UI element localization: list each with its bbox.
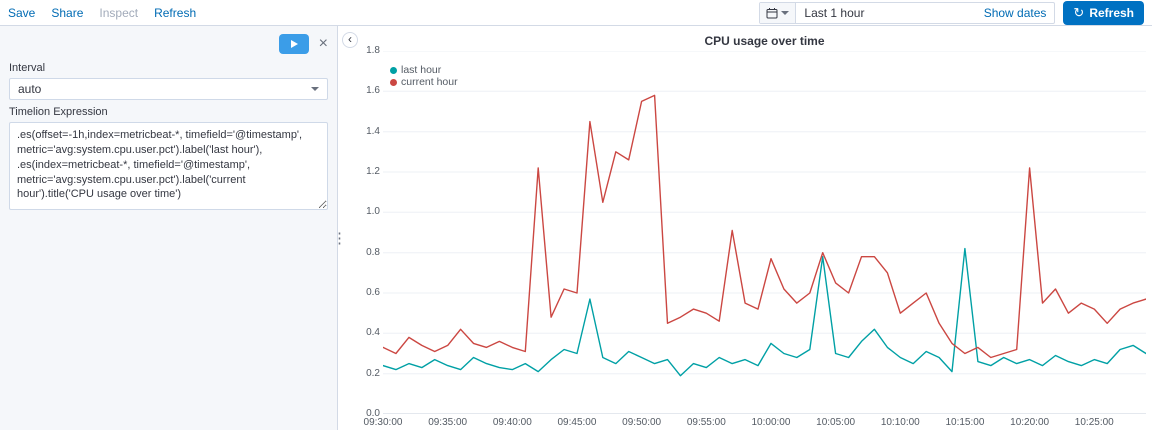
y-axis-label: 0.6 <box>366 287 380 298</box>
date-range-value[interactable]: Last 1 hour <box>804 5 865 20</box>
x-axis-label: 09:55:00 <box>686 417 726 428</box>
chart-panel: ‹ CPU usage over time last hour current h… <box>338 26 1152 430</box>
close-icon[interactable]: × <box>318 35 328 52</box>
legend-color-dot <box>390 66 397 74</box>
show-dates-button[interactable]: Show dates <box>983 5 1047 20</box>
x-axis-label: 09:35:00 <box>428 417 468 428</box>
x-axis-label: 09:40:00 <box>492 417 532 428</box>
top-toolbar: Save Share Inspect Refresh Last 1 hour S… <box>0 0 1152 26</box>
y-axis: 0.0 0.2 0.4 0.6 0.8 1.0 1.2 1.4 1.6 1.8 <box>338 26 1152 430</box>
panel-resize-handle[interactable]: ⋮ <box>332 230 347 247</box>
workspace: × Interval auto Timelion Expression .es(… <box>0 26 1152 430</box>
x-axis: 09:30:00 09:35:00 09:40:00 09:45:00 09:50:00… <box>338 26 1152 430</box>
super-date-picker[interactable]: Last 1 hour Show dates <box>759 1 1056 24</box>
x-axis-label: 09:30:00 <box>363 417 403 428</box>
refresh-button[interactable]: ↻ Refresh <box>1063 0 1144 25</box>
timelion-expression-input[interactable]: .es(offset=-1h,index=metricbeat-*, timef… <box>9 122 328 210</box>
interval-value: auto <box>18 82 42 96</box>
y-axis-label: 0.4 <box>366 327 380 339</box>
x-axis-label: 10:10:00 <box>880 417 920 428</box>
legend-item[interactable]: current hour <box>390 76 458 88</box>
refresh-icon: ↻ <box>1073 4 1085 20</box>
expression-label: Timelion Expression <box>9 106 108 118</box>
x-axis-label: 09:50:00 <box>622 417 662 428</box>
x-axis-label: 10:00:00 <box>751 417 791 428</box>
chart-title: CPU usage over time <box>704 34 825 48</box>
legend-label: current hour <box>401 76 458 88</box>
y-axis-label: 1.6 <box>366 85 380 97</box>
chart-plot-area <box>382 50 1147 415</box>
editor-actions: × <box>9 34 328 54</box>
date-controls: Last 1 hour Show dates ↻ Refresh <box>759 0 1144 25</box>
y-axis-label: 0.8 <box>366 246 380 258</box>
y-axis-label: 1.2 <box>366 166 380 177</box>
x-axis-label: 10:15:00 <box>945 417 985 428</box>
play-icon <box>291 40 299 48</box>
x-axis-label: 10:25:00 <box>1074 417 1114 428</box>
chevron-down-icon <box>781 10 790 15</box>
refresh-link[interactable]: Refresh <box>154 5 197 20</box>
interval-select[interactable]: auto <box>9 78 328 100</box>
refresh-button-label: Refresh <box>1089 5 1134 20</box>
run-expression-button[interactable] <box>278 34 309 54</box>
timelion-expression-panel: × Interval auto Timelion Expression .es(… <box>0 26 338 430</box>
legend-label: last hour <box>401 64 442 76</box>
y-axis-label: 1.4 <box>366 125 380 137</box>
calendar-icon <box>766 7 778 18</box>
legend-item[interactable]: last hour <box>390 64 458 76</box>
x-axis-label: 10:20:00 <box>1010 417 1050 428</box>
y-axis-label: 1.8 <box>366 45 380 56</box>
legend-color-dot <box>390 78 397 86</box>
y-axis-label: 1.0 <box>366 206 380 218</box>
y-axis-label: 0.0 <box>366 408 380 419</box>
x-axis-label: 10:05:00 <box>816 417 856 428</box>
chevron-down-icon <box>311 87 319 91</box>
calendar-dropdown-button[interactable] <box>760 2 797 23</box>
y-axis-label: 0.2 <box>366 367 380 379</box>
collapse-panel-button[interactable]: ‹ <box>342 32 358 48</box>
save-button[interactable]: Save <box>8 5 36 20</box>
x-axis-label: 09:45:00 <box>557 417 597 428</box>
chart-legend: last hour current hour <box>390 64 458 88</box>
interval-label: Interval <box>9 62 46 74</box>
share-button[interactable]: Share <box>51 5 84 20</box>
inspect-button[interactable]: Inspect <box>99 5 139 20</box>
